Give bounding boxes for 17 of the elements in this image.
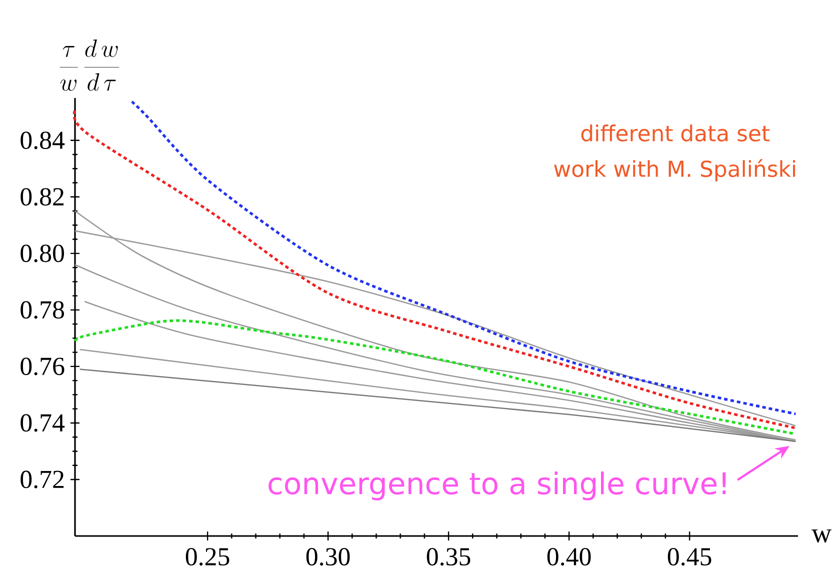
x-tick-label: 0.45 <box>668 548 712 566</box>
annotation: work with M. Spaliński <box>554 159 795 182</box>
x-tick-label: 0.30 <box>306 548 350 566</box>
y-tick-label: 0.84 <box>20 132 65 150</box>
y-tick-label: 0.72 <box>20 470 64 488</box>
y-tick-label: 0.74 <box>20 414 65 432</box>
y-tick-label: 0.82 <box>20 188 64 206</box>
annotation: convergence to a single curve! <box>268 471 726 500</box>
x-tick-label: 0.40 <box>547 548 591 566</box>
annotation: different data set <box>581 124 770 142</box>
x-axis-title: w <box>812 529 832 543</box>
x-tick-label: 0.25 <box>186 548 230 566</box>
y-axis-title: $\frac{\tau}{w}\,\frac{d\,w}{d\,\tau}$ <box>60 40 120 91</box>
y-tick-label: 0.80 <box>20 244 64 262</box>
y-tick-label: 0.76 <box>20 358 64 376</box>
x-tick-label: 0.35 <box>426 548 470 566</box>
y-tick-label: 0.78 <box>20 301 64 319</box>
